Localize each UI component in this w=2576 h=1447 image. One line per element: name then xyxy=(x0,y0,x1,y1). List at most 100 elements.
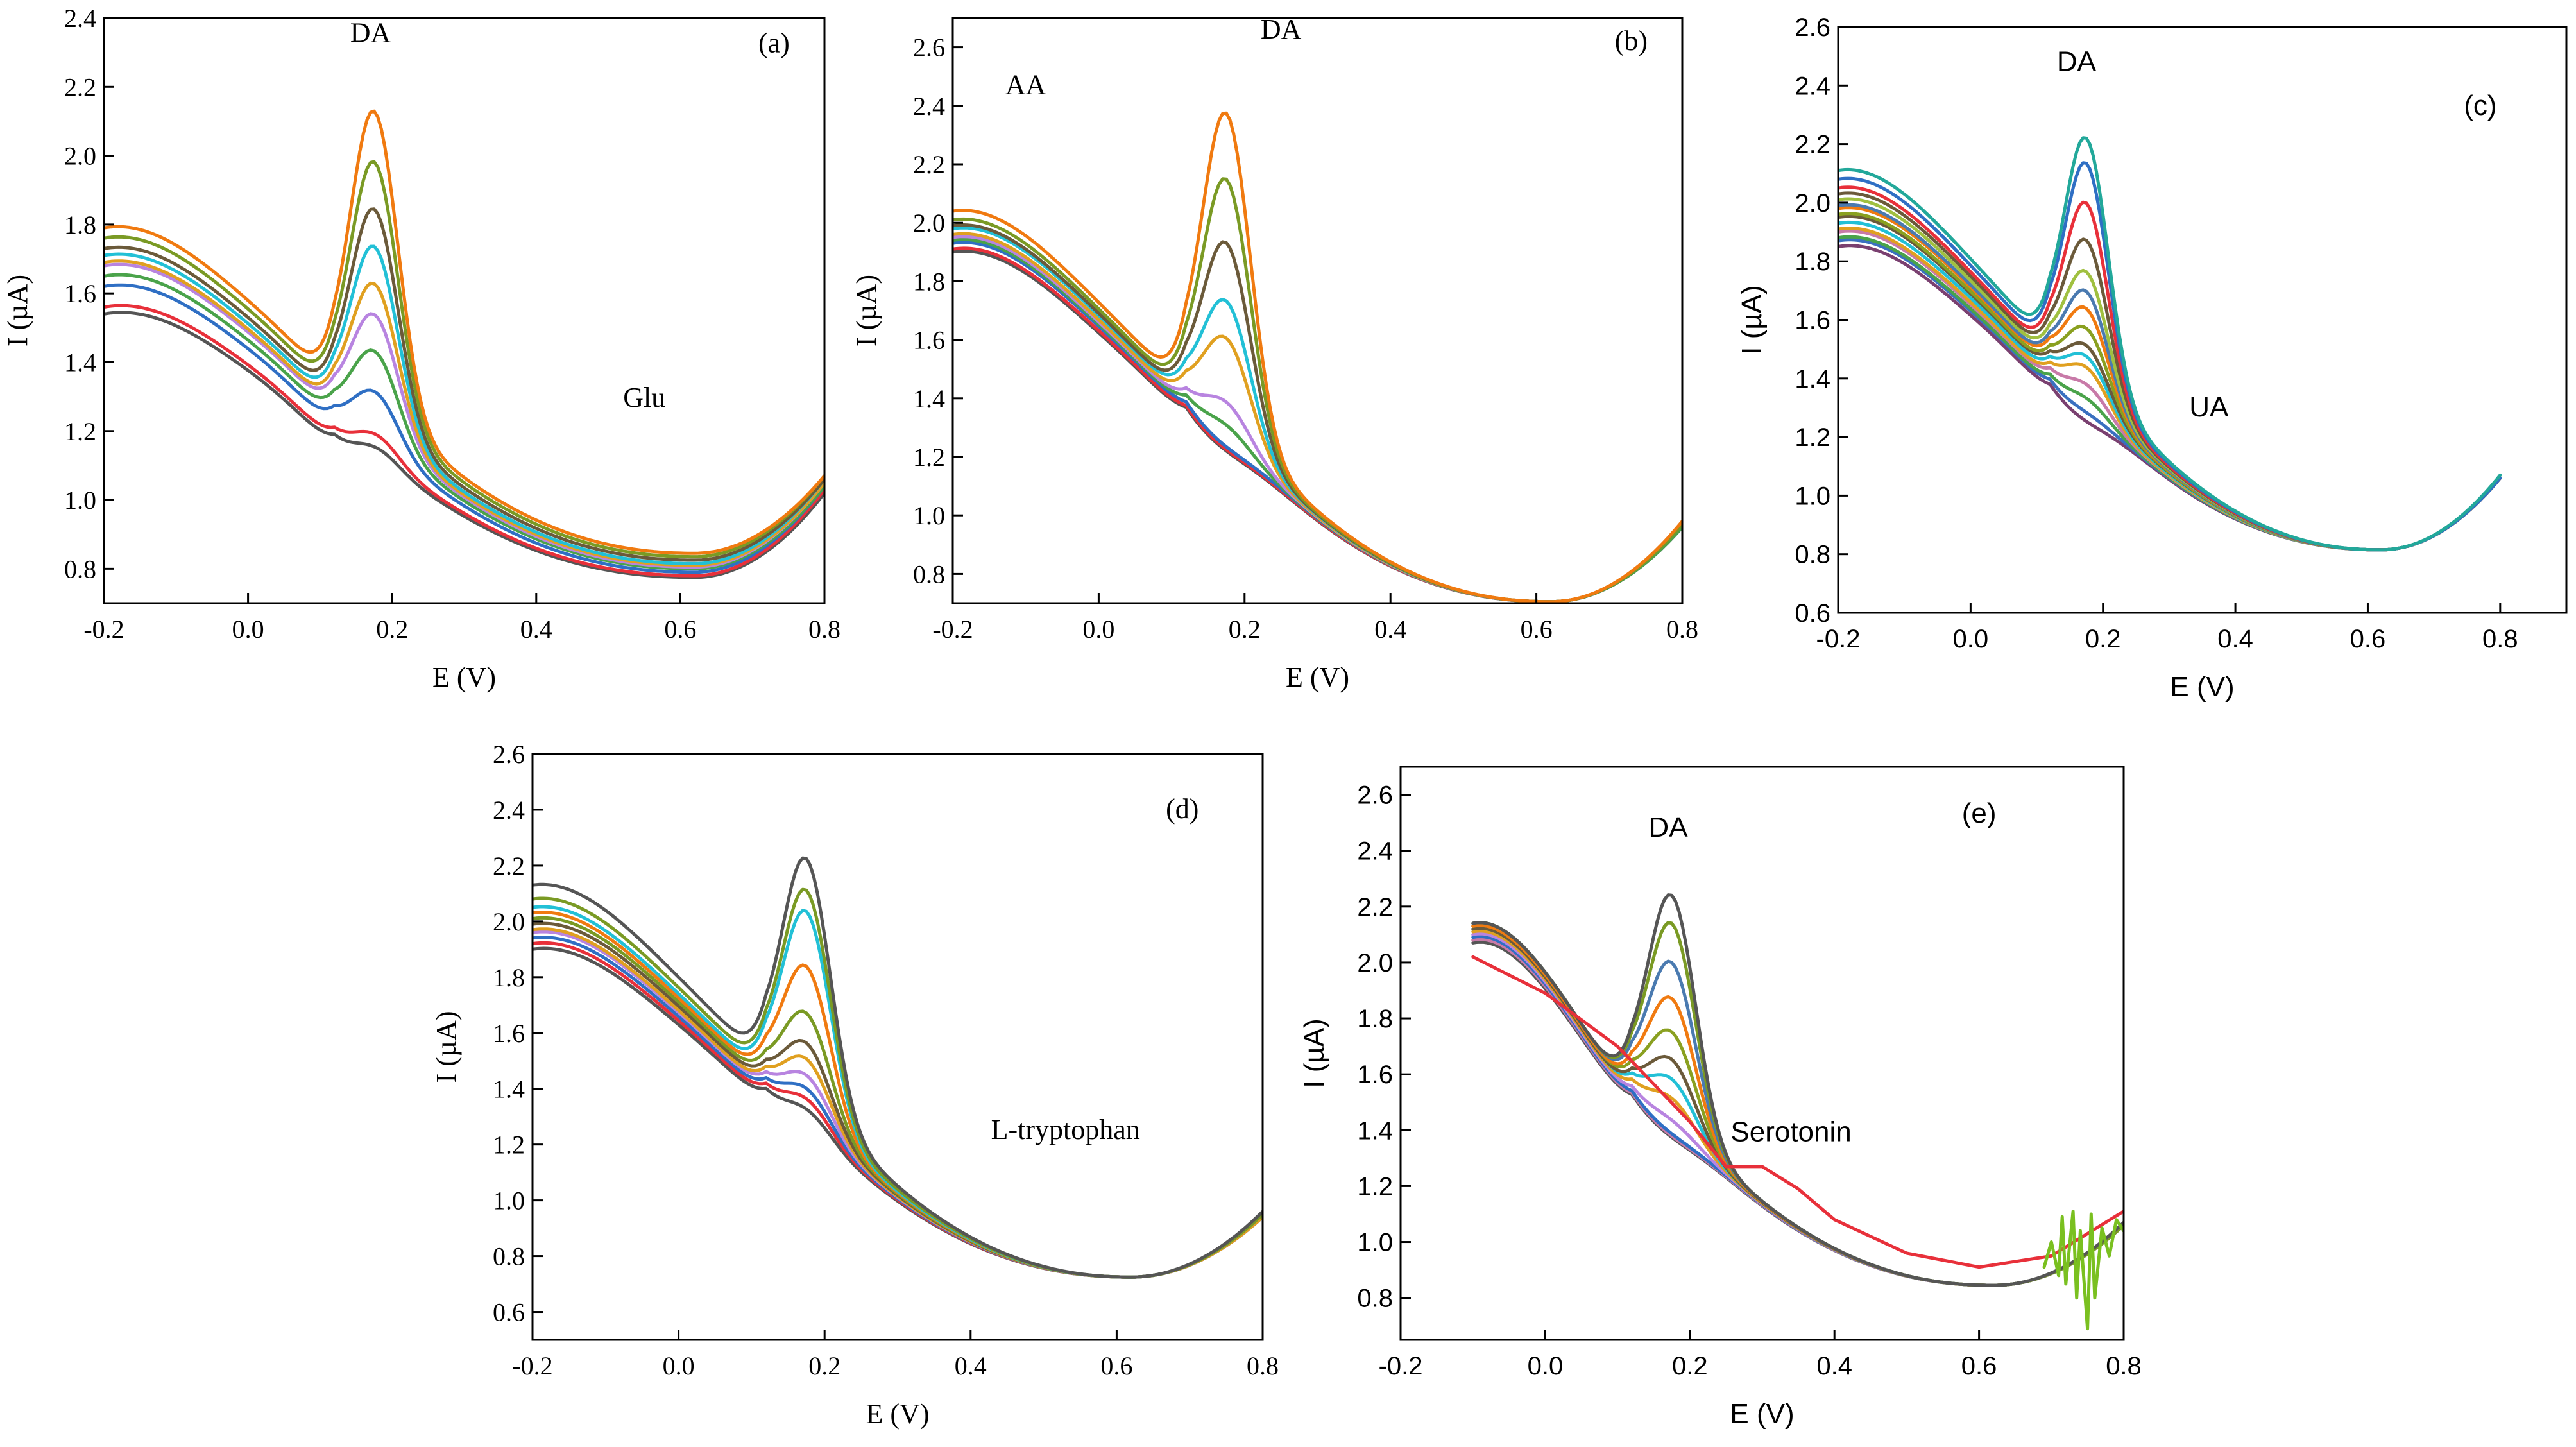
plot-frame xyxy=(1399,766,2125,1341)
annotation: DA xyxy=(1648,812,1688,843)
series-line-9 xyxy=(533,905,1263,1279)
y-tick-label: 1.8 xyxy=(913,267,945,296)
series-line-1 xyxy=(953,249,1682,603)
y-tick-label: 1.4 xyxy=(913,384,945,413)
x-tick-label: 0.6 xyxy=(2350,625,2386,653)
y-tick-label: 2.0 xyxy=(493,907,525,936)
series-group xyxy=(533,856,1263,1279)
series-line-8 xyxy=(104,207,824,562)
annotation: UA xyxy=(2189,391,2229,423)
y-tick-label: 2.4 xyxy=(913,92,945,121)
y-tick-label: 2.4 xyxy=(1357,837,1393,866)
series-line-1 xyxy=(104,311,824,579)
x-tick-label: 0.6 xyxy=(1100,1351,1132,1380)
y-tick-label: 2.0 xyxy=(1357,949,1393,977)
y-tick-label: 1.4 xyxy=(1795,365,1830,393)
y-tick-label: 0.8 xyxy=(1357,1285,1393,1313)
plot-frame xyxy=(951,17,1684,604)
y-tick-label: 2.6 xyxy=(913,33,945,62)
y-tick-label: 1.0 xyxy=(64,486,96,515)
y-tick-label: 0.8 xyxy=(493,1242,525,1271)
y-tick-label: 2.0 xyxy=(913,209,945,237)
series-line-7 xyxy=(104,244,824,565)
y-axis-label: I (µA) xyxy=(1736,285,1768,354)
y-tick-label: 1.2 xyxy=(64,417,96,446)
panel-0: -0.2 0.0 0.2 0.4 0.6 0.8 0.8 1.0 1.2 1.4 1.6 1.8 2.0… xyxy=(2,4,840,693)
x-tick-label: -0.2 xyxy=(932,615,973,644)
panel-2: -0.2 0.0 0.2 0.4 0.6 0.8 0.6 0.8 1.0 1.2 1.4 1.6 1.8… xyxy=(1736,13,2568,703)
series-line-14 xyxy=(1838,161,2502,552)
series-group xyxy=(104,109,824,579)
series-line-9 xyxy=(953,177,1682,603)
x-tick-label: -0.2 xyxy=(1379,1352,1423,1380)
plot-frame xyxy=(103,17,826,604)
panel-3: -0.2 0.0 0.2 0.4 0.6 0.8 0.6 0.8 1.0 1.2 1.4 1.6 1.8… xyxy=(431,740,1279,1430)
x-tick-label: 0.0 xyxy=(663,1351,695,1380)
x-axis-label: E (V) xyxy=(2170,671,2234,703)
y-tick-label: 2.0 xyxy=(1795,189,1830,218)
series-line-10 xyxy=(533,887,1263,1279)
series-line-1 xyxy=(1838,244,2502,552)
y-tick-label: 1.0 xyxy=(1795,482,1830,510)
x-axis-label: E (V) xyxy=(866,1398,930,1430)
x-tick-label: 0.8 xyxy=(808,615,840,644)
x-tick-label: 0.0 xyxy=(232,615,264,644)
y-tick-label: 1.2 xyxy=(1357,1172,1393,1201)
series-line-3 xyxy=(1471,935,2124,1287)
plot-frame xyxy=(1837,26,2568,614)
y-tick-label: 2.6 xyxy=(1795,13,1830,42)
y-tick-label: 1.6 xyxy=(913,326,945,355)
series-line-4 xyxy=(104,273,824,570)
x-tick-label: 0.4 xyxy=(2217,625,2253,653)
y-tick-label: 1.0 xyxy=(1357,1229,1393,1257)
x-tick-label: -0.2 xyxy=(1816,625,1861,653)
annotation: AA xyxy=(1005,69,1046,101)
y-tick-label: 2.4 xyxy=(493,796,525,825)
series-line-1 xyxy=(533,946,1263,1279)
y-tick-label: 2.6 xyxy=(1357,782,1393,810)
x-tick-label: 0.4 xyxy=(955,1351,987,1380)
panel-4: -0.2 0.0 0.2 0.4 0.6 0.8 0.8 1.0 1.2 1.4 1.6 1.8 2.0… xyxy=(1299,766,2142,1430)
annotation: (a) xyxy=(758,28,790,59)
x-tick-label: 0.6 xyxy=(1961,1352,1997,1380)
y-tick-label: 0.6 xyxy=(1795,599,1830,628)
y-tick-label: 1.4 xyxy=(493,1075,525,1104)
series-group xyxy=(1838,136,2502,552)
y-tick-label: 1.8 xyxy=(1795,248,1830,276)
series-line-8 xyxy=(533,911,1263,1279)
series-group xyxy=(953,111,1682,603)
annotation: L-tryptophan xyxy=(991,1114,1140,1145)
y-tick-label: 0.6 xyxy=(493,1298,525,1327)
annotation: DA xyxy=(350,17,391,49)
y-tick-label: 1.6 xyxy=(64,279,96,308)
y-tick-label: 2.2 xyxy=(1795,131,1830,159)
series-line-3 xyxy=(104,283,824,574)
x-tick-label: 0.4 xyxy=(1816,1352,1852,1380)
x-tick-label: 0.2 xyxy=(1672,1352,1708,1380)
annotation: (b) xyxy=(1615,25,1648,56)
x-tick-label: 0.4 xyxy=(1374,615,1406,644)
series-line-12 xyxy=(1471,893,2124,1287)
series-line-2 xyxy=(104,304,824,578)
series-line-11 xyxy=(533,856,1263,1279)
x-axis-label: E (V) xyxy=(1730,1398,1794,1430)
x-axis-label: E (V) xyxy=(432,662,496,693)
y-tick-label: 1.6 xyxy=(1795,307,1830,335)
x-tick-label: 0.2 xyxy=(808,1351,840,1380)
x-tick-label: 0.2 xyxy=(376,615,408,644)
panel-1: -0.2 0.0 0.2 0.4 0.6 0.8 0.8 1.0 1.2 1.4 1.6 1.8 2.0… xyxy=(851,13,1698,693)
x-tick-label: 0.6 xyxy=(1521,615,1553,644)
series-group xyxy=(1471,893,2124,1331)
y-tick-label: 1.6 xyxy=(1357,1061,1393,1089)
annotation: Serotonin xyxy=(1730,1117,1851,1148)
series-line-10 xyxy=(104,109,824,555)
y-tick-label: 2.6 xyxy=(493,740,525,769)
x-tick-label: 0.8 xyxy=(2106,1352,2142,1380)
y-tick-label: 2.2 xyxy=(493,852,525,880)
series-line-1 xyxy=(1471,940,2124,1287)
x-tick-label: -0.2 xyxy=(512,1351,552,1380)
plot-frame xyxy=(531,753,1264,1341)
y-axis-label: I (µA) xyxy=(431,1011,462,1083)
y-tick-label: 0.8 xyxy=(913,560,945,588)
